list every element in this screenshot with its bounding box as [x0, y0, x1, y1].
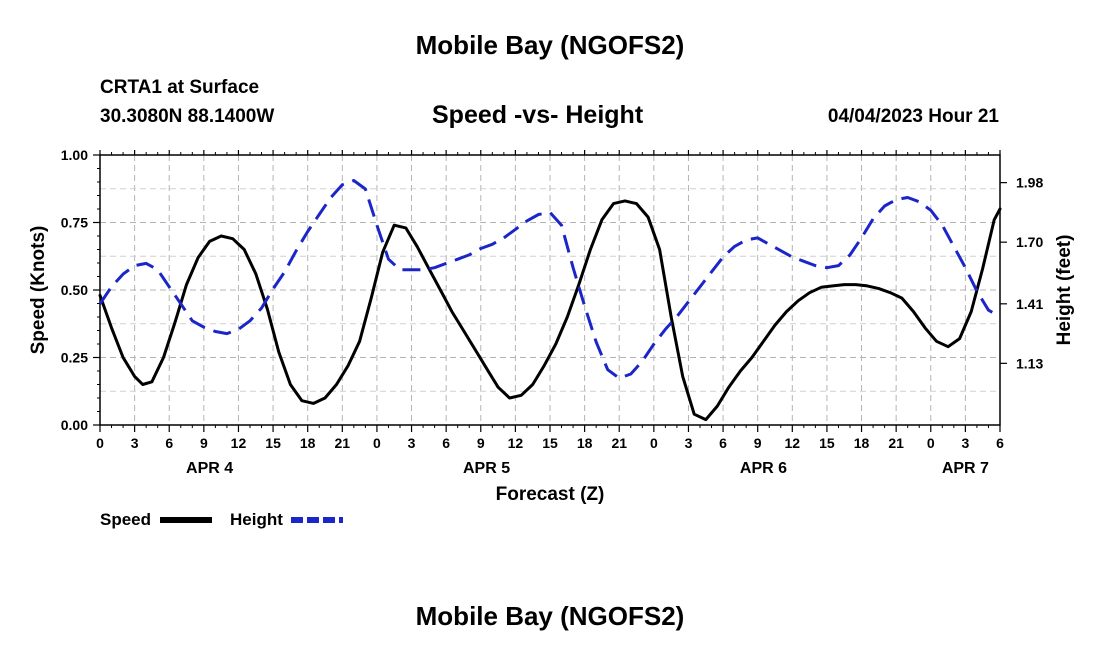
y-tick-label: 0.50 — [61, 282, 88, 298]
x-tick-label: 3 — [685, 435, 693, 451]
series-lines — [98, 179, 1002, 422]
x-tick-label: 21 — [611, 435, 627, 451]
station-name: CRTA1 at Surface — [100, 77, 260, 98]
x-tick-label: 12 — [785, 435, 801, 451]
x-tick-label: 3 — [961, 435, 969, 451]
x-tick-label: 21 — [335, 435, 351, 451]
y2-tick-label: 1.41 — [1016, 296, 1043, 312]
y-tick-label: 0.75 — [61, 215, 88, 231]
x-tick-label: 12 — [508, 435, 524, 451]
date-label: APR 7 — [942, 460, 989, 477]
y-tick-label: 0.00 — [61, 417, 88, 433]
x-tick-label: 0 — [927, 435, 935, 451]
x-tick-label: 6 — [719, 435, 727, 451]
x-tick-label: 18 — [300, 435, 316, 451]
station-coords: 30.3080N 88.1400W — [100, 106, 275, 127]
chart-subtitle: Speed -vs- Height — [432, 101, 644, 129]
grid-lines — [100, 155, 1000, 425]
x-tick-label: 9 — [200, 435, 208, 451]
y-tick-label: 1.00 — [61, 147, 88, 163]
x-tick-label: 6 — [996, 435, 1004, 451]
x-tick-label: 9 — [754, 435, 762, 451]
x-tick-label: 0 — [650, 435, 658, 451]
y2-axis-title: Height (feet) — [1054, 235, 1075, 346]
x-tick-label: 15 — [819, 435, 835, 451]
date-label: APR 4 — [186, 460, 233, 477]
x-tick-label: 0 — [373, 435, 381, 451]
legend-label-height: Height — [230, 510, 283, 529]
y2-tick-label: 1.70 — [1016, 234, 1043, 250]
legend: Speed Height — [100, 510, 343, 529]
chart-main-title: Mobile Bay (NGOFS2) — [415, 30, 685, 60]
x-tick-label: 12 — [231, 435, 247, 451]
date-label: APR 6 — [740, 460, 787, 477]
y-axis-title: Speed (Knots) — [28, 226, 49, 355]
x-tick-label: 3 — [408, 435, 416, 451]
y-tick-label: 0.25 — [61, 350, 88, 366]
footer-title: Mobile Bay (NGOFS2) — [415, 601, 685, 631]
x-tick-label: 18 — [854, 435, 870, 451]
x-tick-label: 18 — [577, 435, 593, 451]
axis-labels: 0 3 6 9 12 15 18 21 0 3 6 9 12 15 18 21 0 3 6 9 12 15 18 21 0 3 6A… — [61, 147, 1044, 477]
date-label: APR 5 — [463, 460, 510, 477]
series-line-speed — [98, 199, 1002, 422]
legend-label-speed: Speed — [100, 510, 151, 529]
axis-ticks — [93, 150, 1007, 432]
x-tick-label: 15 — [265, 435, 281, 451]
y2-tick-label: 1.13 — [1016, 355, 1043, 371]
x-tick-label: 9 — [477, 435, 485, 451]
x-tick-label: 6 — [165, 435, 173, 451]
x-tick-label: 6 — [442, 435, 450, 451]
series-line-height — [98, 179, 1001, 380]
x-tick-label: 15 — [542, 435, 558, 451]
forecast-datetime: 04/04/2023 Hour 21 — [827, 106, 999, 127]
x-axis-title: Forecast (Z) — [496, 484, 605, 505]
x-tick-label: 21 — [888, 435, 904, 451]
x-tick-label: 3 — [131, 435, 139, 451]
x-tick-label: 0 — [96, 435, 104, 451]
y2-tick-label: 1.98 — [1016, 175, 1043, 191]
